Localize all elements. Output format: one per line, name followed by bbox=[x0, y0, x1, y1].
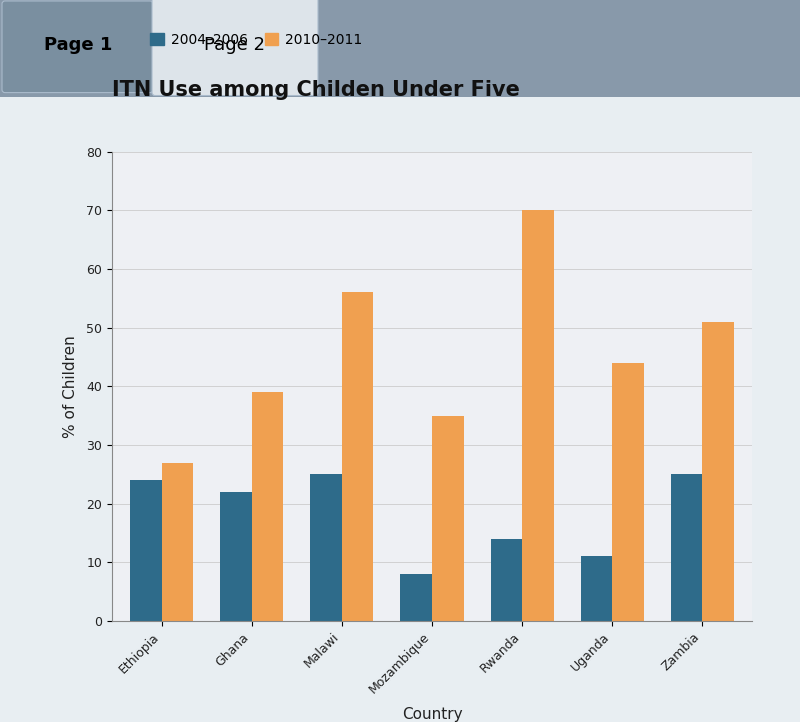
Bar bbox=[252, 392, 283, 621]
Bar bbox=[401, 574, 432, 621]
FancyBboxPatch shape bbox=[2, 1, 153, 92]
Text: Page 2: Page 2 bbox=[205, 36, 266, 54]
Legend: 2004–2006, 2010–2011: 2004–2006, 2010–2011 bbox=[145, 27, 368, 52]
Y-axis label: % of Children: % of Children bbox=[63, 335, 78, 438]
Bar bbox=[581, 557, 612, 621]
Bar bbox=[342, 292, 374, 621]
Text: Page 1: Page 1 bbox=[44, 36, 112, 54]
Bar bbox=[432, 416, 463, 621]
Bar bbox=[490, 539, 522, 621]
Bar bbox=[130, 480, 162, 621]
Bar bbox=[162, 463, 193, 621]
Bar bbox=[310, 474, 342, 621]
X-axis label: Country: Country bbox=[402, 708, 462, 722]
Text: ITN Use among Childen Under Five: ITN Use among Childen Under Five bbox=[112, 80, 520, 100]
Bar bbox=[220, 492, 252, 621]
Bar bbox=[671, 474, 702, 621]
FancyBboxPatch shape bbox=[152, 0, 318, 95]
Bar bbox=[702, 322, 734, 621]
Bar bbox=[612, 362, 644, 621]
Bar bbox=[522, 210, 554, 621]
